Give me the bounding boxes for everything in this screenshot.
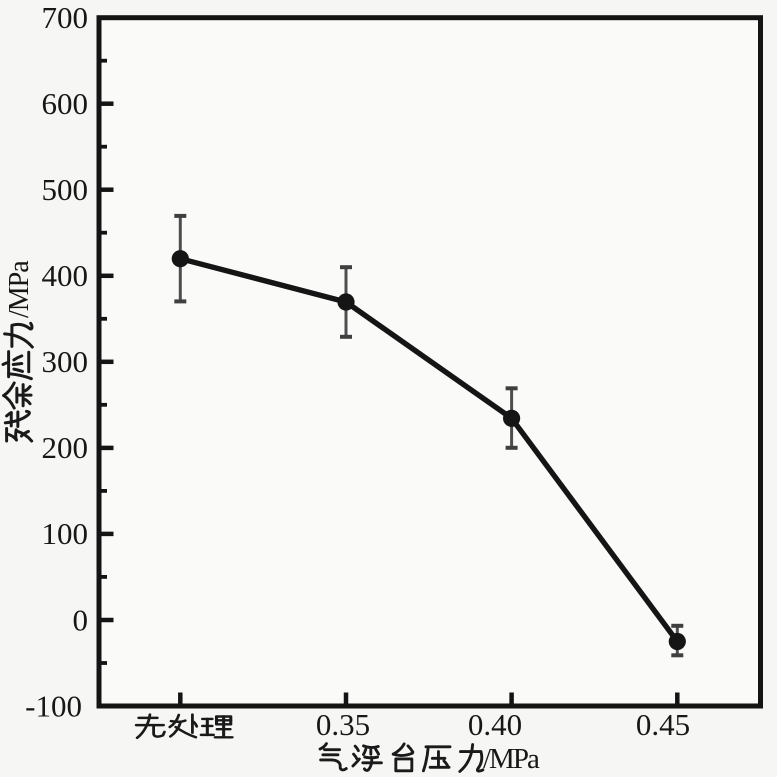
svg-text:700: 700 bbox=[42, 0, 89, 35]
svg-text:/MPa: /MPa bbox=[4, 260, 35, 318]
svg-text:-100: -100 bbox=[25, 688, 82, 723]
svg-text:100: 100 bbox=[42, 516, 89, 551]
svg-text:0.45: 0.45 bbox=[636, 707, 690, 742]
svg-text:0.40: 0.40 bbox=[468, 707, 522, 742]
svg-text:500: 500 bbox=[42, 172, 89, 207]
svg-text:0.35: 0.35 bbox=[316, 707, 370, 742]
svg-text:/MPa: /MPa bbox=[483, 743, 540, 775]
svg-text:600: 600 bbox=[42, 86, 89, 121]
svg-text:0: 0 bbox=[73, 602, 89, 637]
svg-text:200: 200 bbox=[42, 430, 89, 465]
svg-text:400: 400 bbox=[42, 258, 89, 293]
svg-text:300: 300 bbox=[42, 344, 89, 379]
